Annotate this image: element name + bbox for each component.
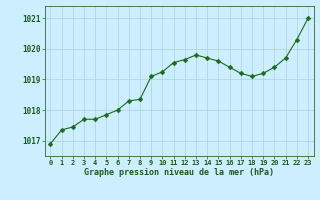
X-axis label: Graphe pression niveau de la mer (hPa): Graphe pression niveau de la mer (hPa) xyxy=(84,168,274,177)
